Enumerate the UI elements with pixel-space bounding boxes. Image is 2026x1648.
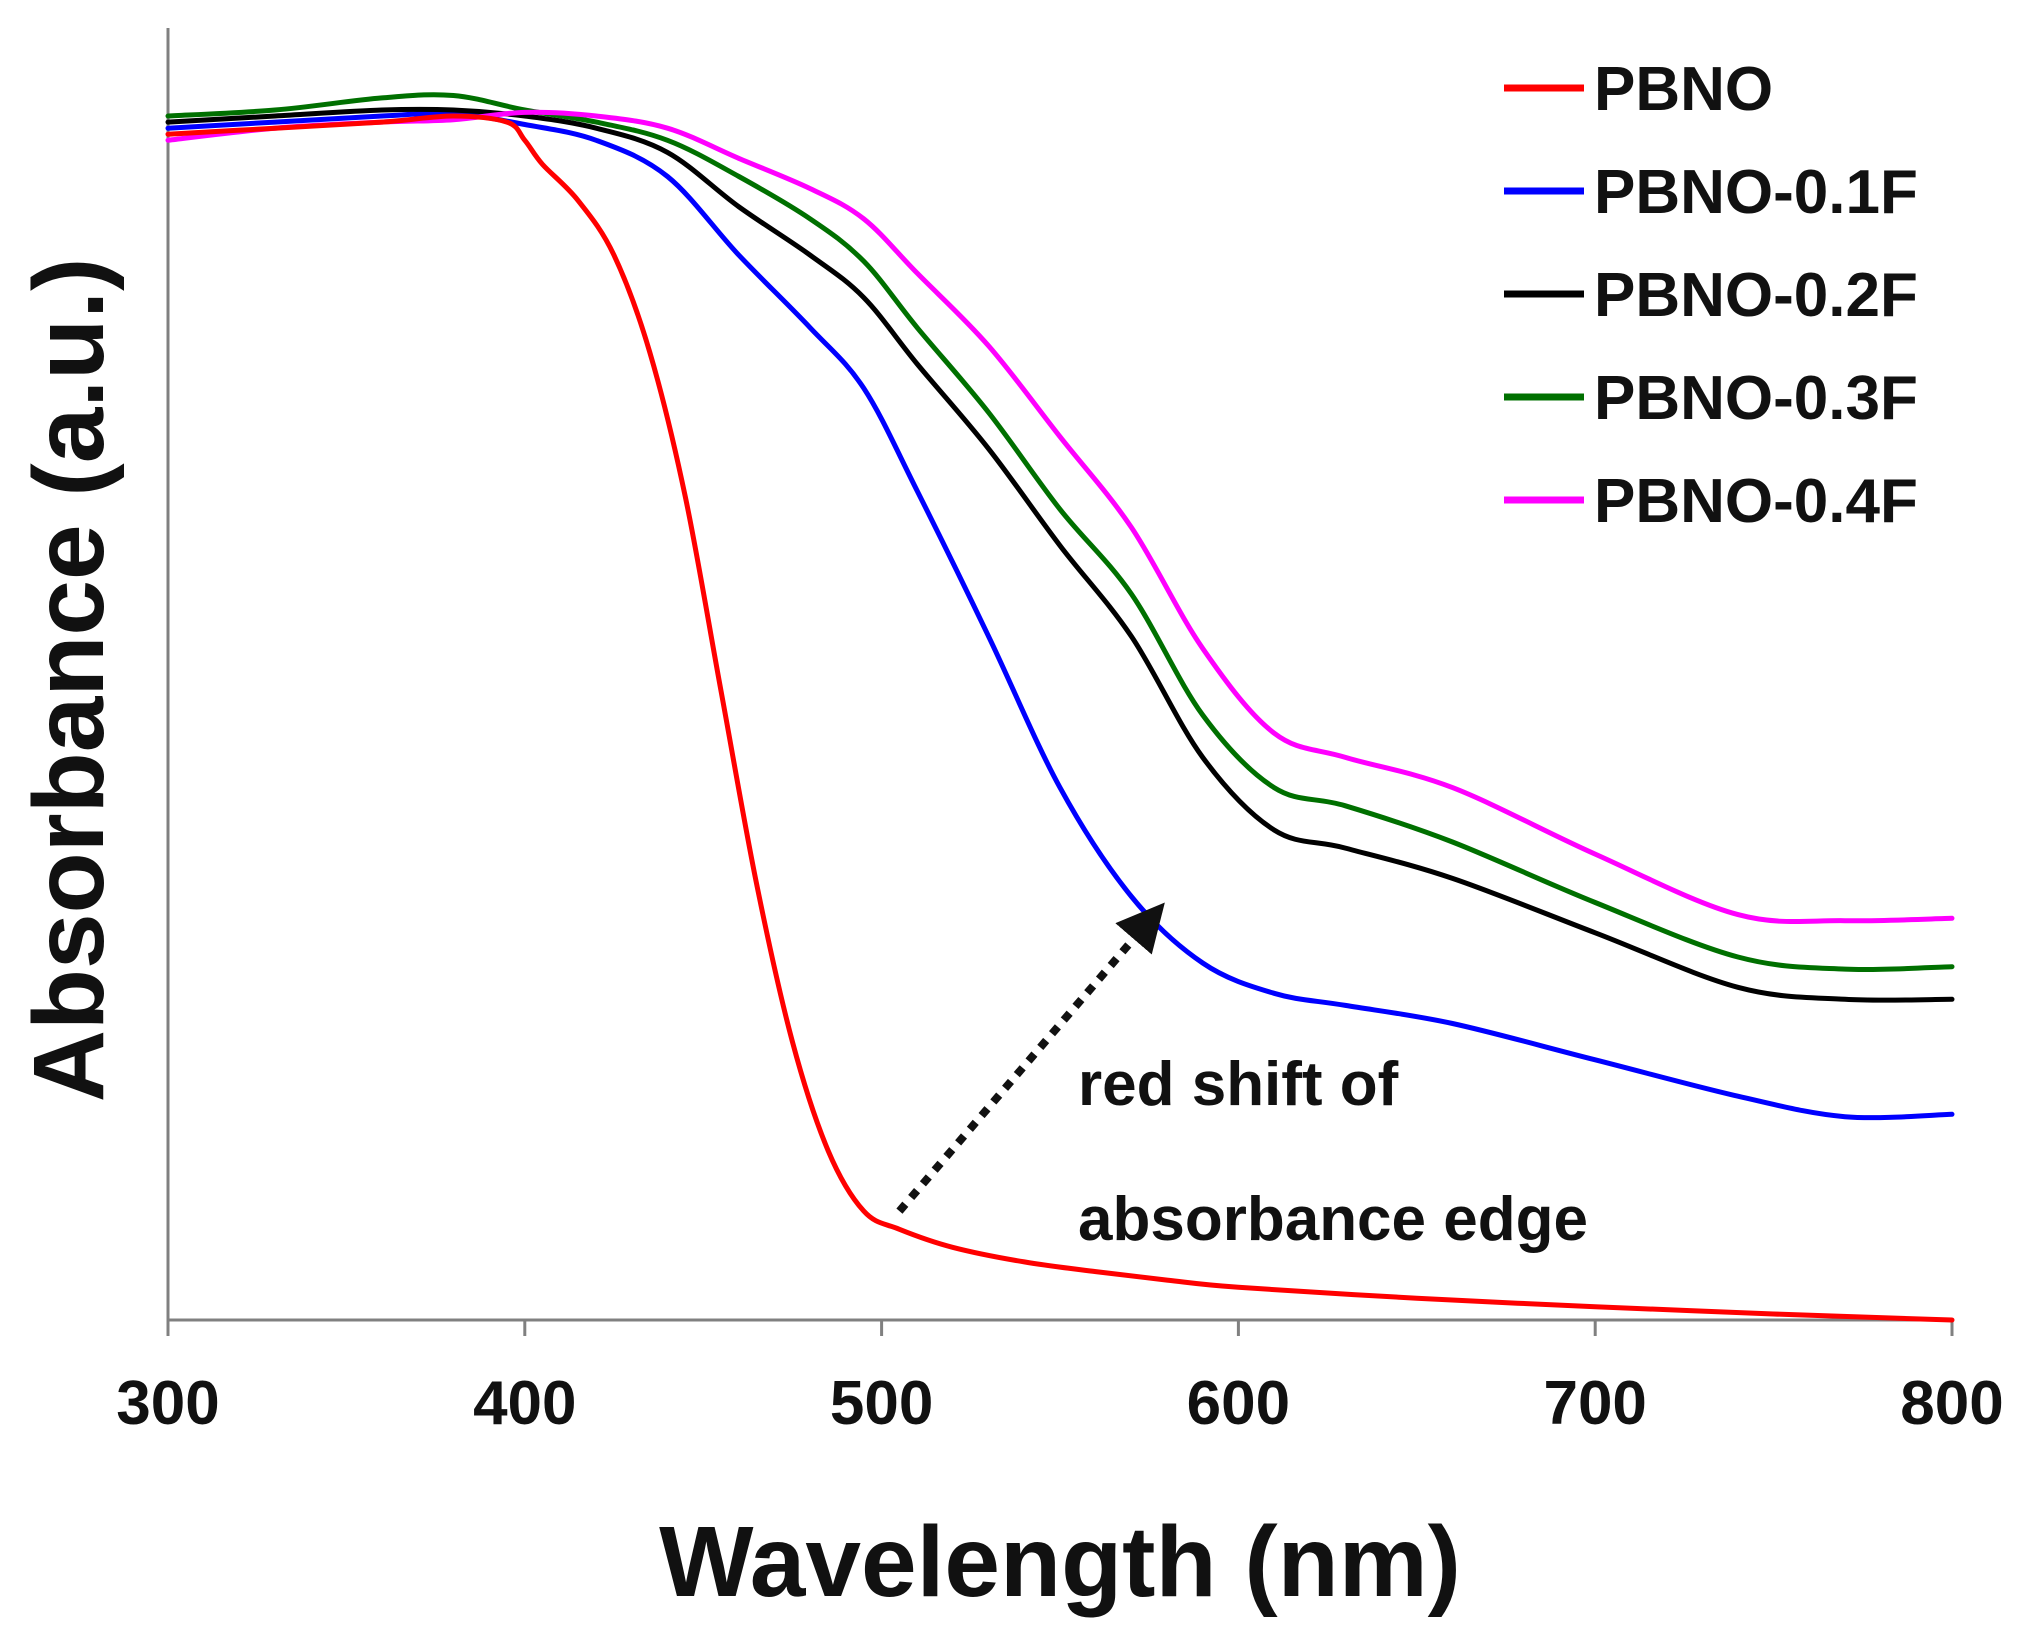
- x-ticks: 300 400 500 600 700 800: [116, 1320, 2004, 1438]
- series-line-pbno-04f: [165, 109, 1955, 925]
- annotation: red shift of absorbance edge: [896, 902, 1588, 1254]
- series-line-pbno: [165, 113, 1955, 1323]
- legend-item: PBNO-0.1F: [1504, 158, 1918, 227]
- legend-item: PBNO-0.2F: [1504, 261, 1918, 330]
- annotation-line-1: red shift of: [1078, 1050, 1399, 1119]
- legend-item: PBNO-0.3F: [1504, 364, 1918, 433]
- x-tick-label: 600: [1187, 1369, 1290, 1438]
- legend-label: PBNO-0.2F: [1594, 261, 1918, 330]
- x-tick-label: 700: [1543, 1369, 1646, 1438]
- legend-label: PBNO-0.3F: [1594, 364, 1918, 433]
- x-tick-label: 400: [473, 1369, 576, 1438]
- x-tick-label: 500: [830, 1369, 933, 1438]
- plot-frame: [166, 28, 1952, 1322]
- legend: PBNO PBNO-0.1F PBNO-0.2F PBNO-0.3F PBNO-0.4F: [1504, 55, 1918, 536]
- series-group: [165, 92, 1955, 1323]
- x-tick-label: 300: [116, 1369, 219, 1438]
- y-axis-title: Absorbance (a.u.): [13, 258, 125, 1103]
- x-axis-title: Wavelength (nm): [659, 1506, 1461, 1618]
- legend-item: PBNO-0.4F: [1504, 467, 1918, 536]
- series-line-pbno-03f: [165, 92, 1955, 973]
- legend-label: PBNO-0.4F: [1594, 467, 1918, 536]
- annotation-line-2: absorbance edge: [1078, 1185, 1588, 1254]
- legend-item: PBNO: [1504, 55, 1773, 124]
- series-line-pbno-02f: [165, 106, 1955, 1003]
- x-tick-label: 800: [1900, 1369, 2003, 1438]
- legend-label: PBNO: [1594, 55, 1773, 124]
- legend-label: PBNO-0.1F: [1594, 158, 1918, 227]
